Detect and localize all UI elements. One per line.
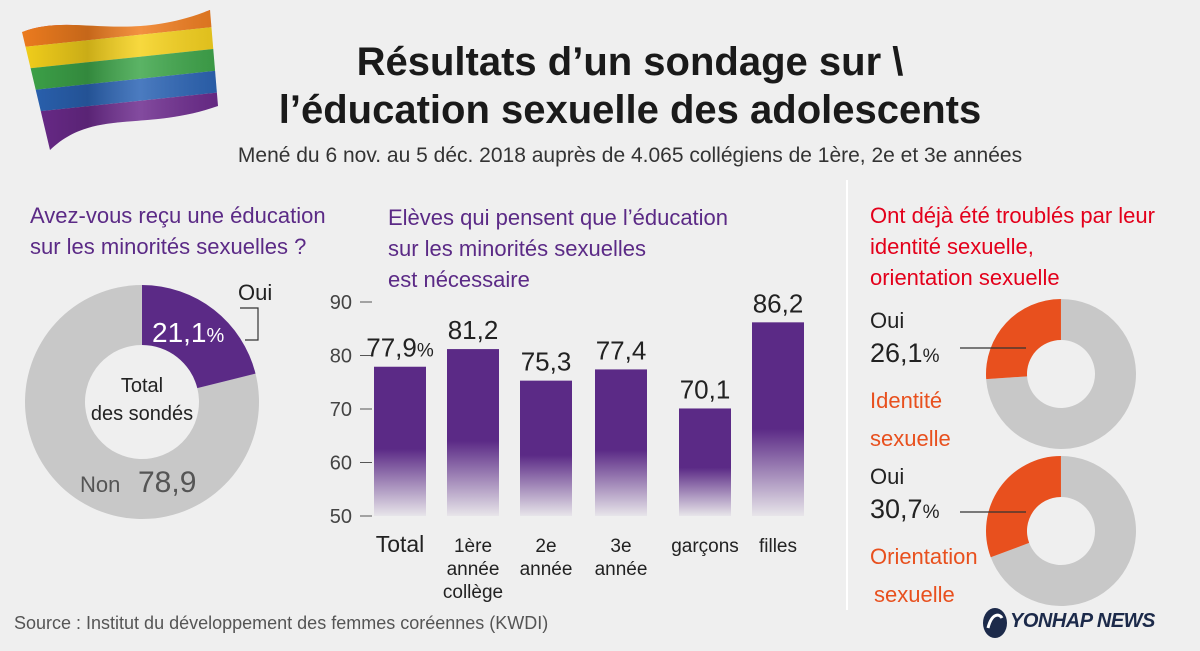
bar-value-label: 77,4	[596, 335, 647, 365]
x-tick-label: Total	[376, 531, 425, 557]
x-tick-label: année	[595, 559, 648, 580]
title-line-2: l’éducation sexuelle des adolescents	[278, 88, 982, 132]
bar-value-label: 81,2	[448, 315, 499, 345]
x-tick-label: filles	[759, 536, 797, 557]
x-tick-label: année	[520, 559, 573, 580]
subtitle: Mené du 6 nov. au 5 déc. 2018 auprès de …	[237, 144, 1023, 167]
bar-3	[595, 369, 647, 516]
identity-slice-oui	[986, 299, 1061, 380]
x-tick-label: 3e	[610, 536, 631, 557]
oui-leader-line	[240, 307, 259, 341]
y-tick-label: 80	[330, 346, 352, 368]
identity-oui-value: 26,1%	[870, 338, 940, 368]
troubled-question-line-1: Ont déjà été troublés par leur	[870, 203, 1155, 228]
x-tick-label: année	[447, 559, 500, 580]
slice-non	[25, 285, 260, 519]
bar-0	[374, 366, 426, 516]
oui-value: 21,1%	[152, 317, 225, 348]
rainbow-flag-icon	[22, 10, 218, 150]
y-tick-label: 60	[330, 453, 352, 475]
orientation-slice-non	[990, 456, 1137, 606]
bar-value-unit: %	[417, 341, 434, 362]
slice-oui	[142, 285, 256, 389]
x-tick-label: 1ère	[454, 536, 492, 557]
bar-value-label: 77,9%	[366, 333, 434, 363]
donut-question-line-1: Avez-vous reçu une éducation	[30, 203, 326, 228]
bar-4	[679, 408, 731, 516]
orientation-name-line-2: sexuelle	[874, 582, 955, 607]
education-donut-chart: Oui 21,1% Total des sondés Non 78,9	[25, 280, 272, 519]
y-tick-label: 50	[330, 506, 352, 528]
y-tick-label: 90	[330, 292, 352, 314]
x-tick-label: garçons	[671, 536, 739, 557]
bar-question: Elèves qui pensent que l’éducation sur l…	[388, 202, 808, 295]
x-tick-label: collège	[443, 582, 503, 603]
identity-slice-non	[986, 299, 1137, 449]
troubled-question-line-2: identité sexuelle,	[870, 234, 1034, 259]
donut-question: Avez-vous reçu une éducation sur les min…	[30, 200, 390, 262]
bar-value-label: 86,2	[753, 288, 804, 318]
yonhap-logo: YONHAP NEWS	[1010, 610, 1155, 632]
bar-value-label: 75,3	[521, 347, 572, 377]
bar-5	[752, 322, 804, 516]
center-label-line-2: des sondés	[91, 403, 193, 425]
troubled-donut-charts: Oui 26,1% Identité sexuelle Oui 30,7% Or…	[870, 299, 1137, 607]
page-title: Résultats d’un sondage sur \ l’éducation…	[200, 38, 1060, 134]
orientation-oui-label: Oui	[870, 464, 904, 489]
panel-divider	[846, 180, 848, 610]
orientation-value-number: 30,7	[870, 494, 923, 524]
donut-question-line-2: sur les minorités sexuelles ?	[30, 234, 307, 259]
yonhap-logo-icon	[983, 608, 1007, 638]
y-tick-label: 70	[330, 399, 352, 421]
identity-name-line-1: Identité	[870, 388, 942, 413]
troubled-question-line-3: orientation sexuelle	[870, 265, 1060, 290]
non-label: Non	[80, 472, 120, 497]
identity-oui-label: Oui	[870, 308, 904, 333]
title-line-1: Résultats d’un sondage sur \	[356, 40, 904, 84]
oui-value-unit: %	[207, 325, 225, 347]
oui-label: Oui	[238, 280, 272, 305]
bar-2	[520, 380, 572, 516]
troubled-question: Ont déjà été troublés par leur identité …	[870, 200, 1200, 293]
source-note: Source : Institut du développement des f…	[14, 613, 549, 633]
orientation-value-unit: %	[923, 502, 940, 523]
identity-value-number: 26,1	[870, 338, 923, 368]
bar-1	[447, 349, 499, 516]
non-value: 78,9	[138, 466, 196, 499]
orientation-oui-value: 30,7%	[870, 494, 940, 524]
bar-question-line-2: sur les minorités sexuelles	[388, 236, 646, 261]
bar-question-line-3: est nécessaire	[388, 267, 530, 292]
orientation-name-line-1: Orientation	[870, 544, 978, 569]
center-label-line-1: Total	[121, 375, 163, 397]
identity-value-unit: %	[923, 346, 940, 367]
bar-value-label: 70,1	[680, 374, 731, 404]
x-tick-label: 2e	[535, 536, 556, 557]
identity-name-line-2: sexuelle	[870, 426, 951, 451]
orientation-slice-oui	[985, 456, 1061, 558]
bar-question-line-1: Elèves qui pensent que l’éducation	[388, 205, 729, 230]
oui-value-number: 21,1	[152, 317, 207, 348]
